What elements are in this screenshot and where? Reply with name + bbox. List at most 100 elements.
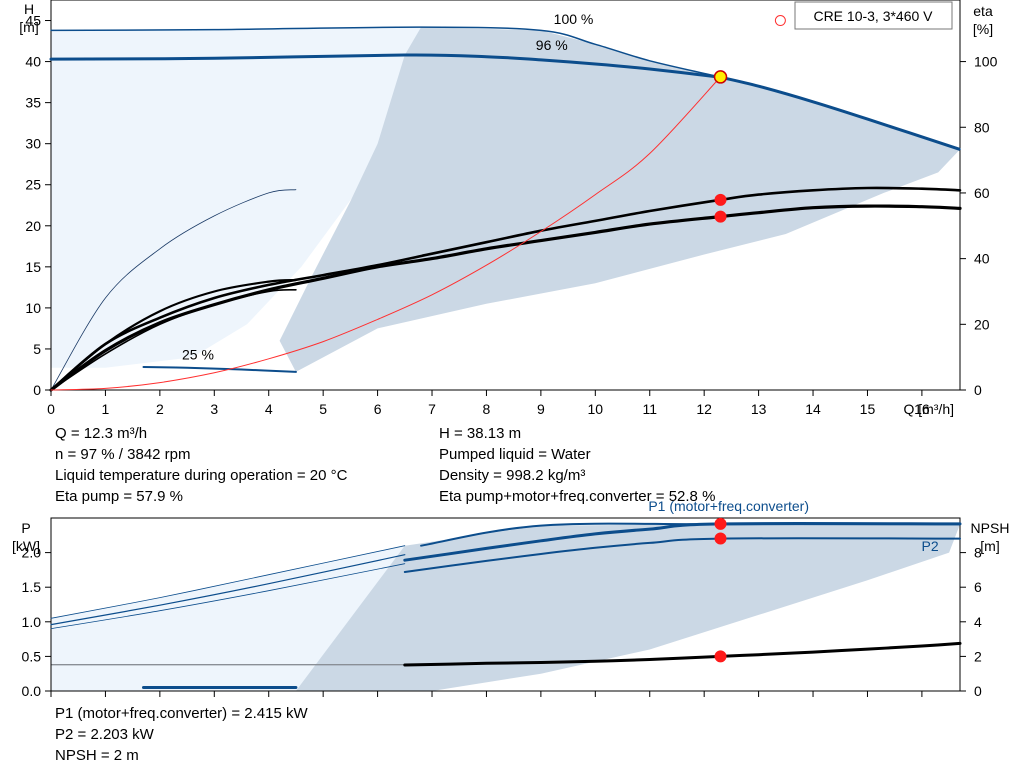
y-right-ticks: 0 2 4 6 8 — [960, 545, 982, 699]
operating-info-left: Q = 12.3 m³/h n = 97 % / 3842 rpm Liquid… — [55, 423, 347, 507]
x-tick-label: 1 — [102, 401, 110, 417]
y-tick-label: 15 — [25, 259, 41, 275]
y-right-unit: [m] — [980, 538, 999, 554]
plot-frame — [50, 0, 961, 391]
x-tick-label: 0 — [47, 401, 55, 417]
p2-value: P2 = 2.203 kW — [55, 726, 154, 743]
curve-p_low3 — [50, 563, 406, 630]
y-tick-label: 0.0 — [22, 683, 42, 699]
x-ticks — [50, 691, 923, 697]
x-tick-label: 2 — [156, 401, 164, 417]
pump-name-box: CRE 10-3, 3*460 V — [794, 1, 953, 30]
y-tick-label: 0.5 — [22, 648, 42, 664]
y-tick-label: 25 — [25, 177, 41, 193]
liquid-value: Pumped liquid = Water — [439, 446, 591, 463]
curve-label: 96 % — [536, 37, 568, 53]
operating-marker — [714, 193, 727, 206]
x-tick-label: 8 — [483, 401, 491, 417]
y-right-tick-label: 100 — [974, 54, 998, 70]
y-tick-label: 30 — [25, 136, 41, 152]
npsh-value: NPSH = 2 m — [55, 747, 139, 764]
area-dark — [295, 524, 960, 691]
x-tick-label: 3 — [210, 401, 218, 417]
eta-pump-value: Eta pump = 57.9 % — [55, 488, 183, 505]
y-right-tick-label: 4 — [974, 614, 982, 630]
operating-info-right: H = 38.13 m Pumped liquid = Water Densit… — [439, 423, 715, 507]
x-tick-label: 16 — [914, 401, 930, 417]
y-tick-label: 2.0 — [22, 545, 42, 561]
speed-value: n = 97 % / 3842 rpm — [55, 446, 191, 463]
y-tick-label: 0 — [33, 382, 41, 398]
head-value: H = 38.13 m — [439, 425, 522, 442]
y-right-tick-label: 6 — [974, 579, 982, 595]
curve-label: P2 — [922, 538, 939, 554]
flow-value: Q = 12.3 m³/h — [55, 425, 148, 442]
p1-value: P1 (motor+freq.converter) = 2.415 kW — [55, 705, 308, 722]
power-npsh-chart: 0.0 0.5 1.0 1.5 2.0 0 2 4 6 8 P [kW] NPSH [m] P1 (moto… — [12, 498, 1009, 699]
x-tick-label: 10 — [588, 401, 604, 417]
x-tick-label: 15 — [860, 401, 876, 417]
curve-label: 100 % — [554, 11, 594, 27]
y-right-unit: [%] — [973, 21, 993, 37]
x-tick-label: 4 — [265, 401, 273, 417]
open-marker — [774, 15, 786, 27]
curve-eta_pump — [49, 186, 962, 392]
y-left-title: H — [24, 1, 34, 17]
y-tick-label: 5 — [33, 341, 41, 357]
x-tick-label: 12 — [696, 401, 712, 417]
y-right-tick-label: 20 — [974, 316, 990, 332]
y-left-ticks: 0 5 10 15 20 25 30 35 40 45 — [25, 13, 51, 398]
curve-label: P1 (motor+freq.converter) — [648, 498, 809, 514]
x-tick-label: 11 — [642, 401, 657, 417]
power-info: P1 (motor+freq.converter) = 2.415 kW P2 … — [55, 703, 308, 766]
x-tick-label: 13 — [751, 401, 767, 417]
area-light — [51, 27, 422, 368]
y-right-tick-label: 0 — [974, 683, 982, 699]
y-tick-label: 20 — [25, 218, 41, 234]
area-light — [51, 545, 405, 691]
y-left-title: P — [21, 520, 30, 536]
y-right-tick-label: 2 — [974, 648, 982, 664]
curve-h100-bold — [720, 75, 961, 151]
density-value: Density = 998.2 kg/m³ — [439, 467, 586, 484]
shaded-areas — [51, 27, 961, 372]
y-tick-label: 40 — [25, 54, 41, 70]
curve-p2 — [403, 537, 961, 573]
x-ticks: 0 1 2 3 4 5 6 7 8 9 10 11 12 13 14 15 16 — [47, 390, 930, 417]
x-tick-label: 6 — [374, 401, 382, 417]
y-right-title: eta — [973, 3, 993, 19]
y-left-ticks: 0.0 0.5 1.0 1.5 2.0 — [22, 545, 51, 699]
x-tick-label: 9 — [537, 401, 545, 417]
y-right-tick-label: 0 — [974, 382, 982, 398]
curve-p_low1 — [50, 545, 406, 619]
operating-marker — [714, 532, 727, 545]
curve-label: 25 % — [182, 347, 214, 363]
x-tick-label: 7 — [428, 401, 436, 417]
shaded-areas — [51, 524, 960, 691]
curve-system — [50, 76, 721, 391]
curve-eta_thin — [50, 189, 297, 391]
operating-marker — [714, 650, 727, 663]
curve-eta_total — [49, 204, 962, 392]
curve-h96 — [49, 53, 722, 79]
operating-marker — [714, 517, 727, 530]
operating-marker — [714, 210, 727, 223]
pump-name-text: CRE 10-3, 3*460 V — [813, 8, 933, 24]
x-tick-label: 5 — [319, 401, 327, 417]
y-right-ticks: 0 20 40 60 80 100 — [960, 54, 998, 398]
plot-frame — [50, 517, 961, 692]
curve-h25 — [142, 366, 297, 373]
y-left-unit: [kW] — [12, 538, 40, 554]
eta-total-value: Eta pump+motor+freq.converter = 52.8 % — [439, 488, 716, 505]
curve-p1 — [403, 522, 962, 562]
y-tick-label: 1.5 — [22, 579, 42, 595]
y-tick-label: 10 — [25, 300, 41, 316]
y-left-unit: [m] — [19, 19, 38, 35]
y-right-title: NPSH — [971, 520, 1010, 536]
performance-chart: 0 1 2 3 4 5 6 7 8 9 10 11 12 13 14 15 160510152025303540… — [19, 0, 998, 417]
y-tick-label: 45 — [25, 13, 41, 29]
x-tick-label: 14 — [805, 401, 821, 417]
curve-p_low2 — [50, 554, 406, 626]
pump-name-frame — [794, 1, 953, 30]
